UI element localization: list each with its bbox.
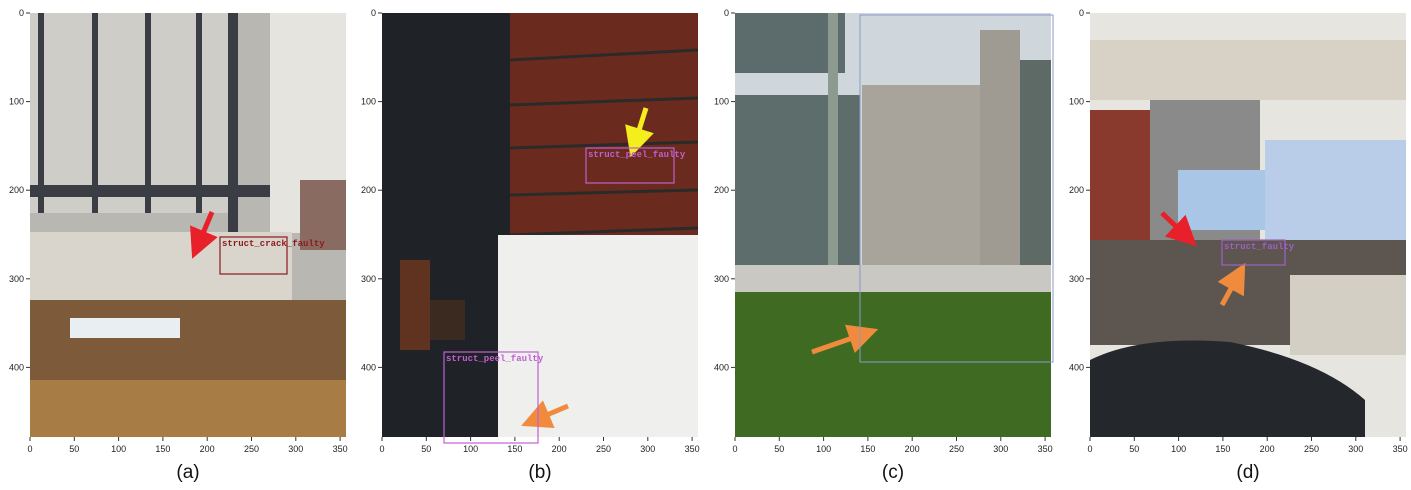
photo-b bbox=[382, 13, 698, 437]
x-tick-label: 200 bbox=[905, 444, 920, 454]
x-tick-label: 200 bbox=[1260, 444, 1275, 454]
y-tick-label: 200 bbox=[9, 185, 24, 195]
photo-a bbox=[30, 13, 346, 437]
y-tick-label: 100 bbox=[361, 97, 376, 107]
x-tick-label: 50 bbox=[1129, 444, 1139, 454]
y-tick-label: 0 bbox=[1079, 8, 1084, 18]
x-tick-label: 150 bbox=[507, 444, 522, 454]
panel-caption: (b) bbox=[528, 462, 551, 483]
x-tick-label: 100 bbox=[111, 444, 126, 454]
x-tick-label: 300 bbox=[1348, 444, 1363, 454]
x-tick-label: 100 bbox=[1171, 444, 1186, 454]
x-tick-label: 150 bbox=[860, 444, 875, 454]
y-tick-label: 400 bbox=[361, 362, 376, 372]
y-tick-label: 300 bbox=[714, 274, 729, 284]
x-tick-label: 200 bbox=[552, 444, 567, 454]
panel-caption: (c) bbox=[882, 462, 904, 483]
box-label: struct_crack_faulty bbox=[222, 239, 325, 249]
y-tick-label: 400 bbox=[1069, 362, 1084, 372]
figure: 0 50 100 150 200 250 300 350 0 100 200 300 400 struct… bbox=[0, 0, 1411, 490]
photo-d bbox=[1090, 13, 1406, 437]
y-tick-label: 300 bbox=[9, 274, 24, 284]
y-tick-label: 0 bbox=[371, 8, 376, 18]
panel-caption: (a) bbox=[176, 462, 199, 483]
x-tick-label: 0 bbox=[379, 444, 384, 454]
x-tick-label: 100 bbox=[816, 444, 831, 454]
y-tick-label: 200 bbox=[714, 185, 729, 195]
x-tick-label: 300 bbox=[993, 444, 1008, 454]
panel-caption: (d) bbox=[1236, 462, 1259, 483]
x-tick-label: 0 bbox=[732, 444, 737, 454]
arrows bbox=[198, 108, 1238, 420]
box-label: struct_peel_faulty bbox=[588, 150, 686, 160]
y-tick-label: 0 bbox=[19, 8, 24, 18]
y-tick-label: 200 bbox=[361, 185, 376, 195]
x-tick-label: 150 bbox=[1215, 444, 1230, 454]
y-tick-label: 100 bbox=[714, 97, 729, 107]
y-tick-label: 100 bbox=[9, 97, 24, 107]
x-tick-label: 250 bbox=[949, 444, 964, 454]
y-tick-label: 400 bbox=[714, 362, 729, 372]
x-tick-label: 250 bbox=[596, 444, 611, 454]
x-tick-label: 50 bbox=[69, 444, 79, 454]
photo-c bbox=[735, 13, 1051, 437]
x-tick-label: 350 bbox=[333, 444, 348, 454]
x-tick-label: 150 bbox=[155, 444, 170, 454]
x-tick-label: 250 bbox=[1304, 444, 1319, 454]
x-tick-label: 100 bbox=[463, 444, 478, 454]
x-tick-label: 300 bbox=[640, 444, 655, 454]
y-tick-label: 200 bbox=[1069, 185, 1084, 195]
x-tick-label: 0 bbox=[1087, 444, 1092, 454]
x-tick-label: 350 bbox=[685, 444, 700, 454]
x-tick-label: 300 bbox=[288, 444, 303, 454]
y-tick-label: 400 bbox=[9, 362, 24, 372]
y-tick-label: 300 bbox=[361, 274, 376, 284]
box-label: struct_faulty bbox=[1224, 242, 1295, 252]
x-tick-label: 200 bbox=[200, 444, 215, 454]
y-tick-label: 300 bbox=[1069, 274, 1084, 284]
x-tick-label: 0 bbox=[27, 444, 32, 454]
x-tick-label: 250 bbox=[244, 444, 259, 454]
x-tick-label: 350 bbox=[1393, 444, 1408, 454]
x-tick-label: 50 bbox=[774, 444, 784, 454]
x-tick-label: 50 bbox=[421, 444, 431, 454]
y-tick-label: 100 bbox=[1069, 97, 1084, 107]
x-tick-label: 350 bbox=[1038, 444, 1053, 454]
y-tick-label: 0 bbox=[724, 8, 729, 18]
box-label: struct_peel_faulty bbox=[446, 354, 544, 364]
